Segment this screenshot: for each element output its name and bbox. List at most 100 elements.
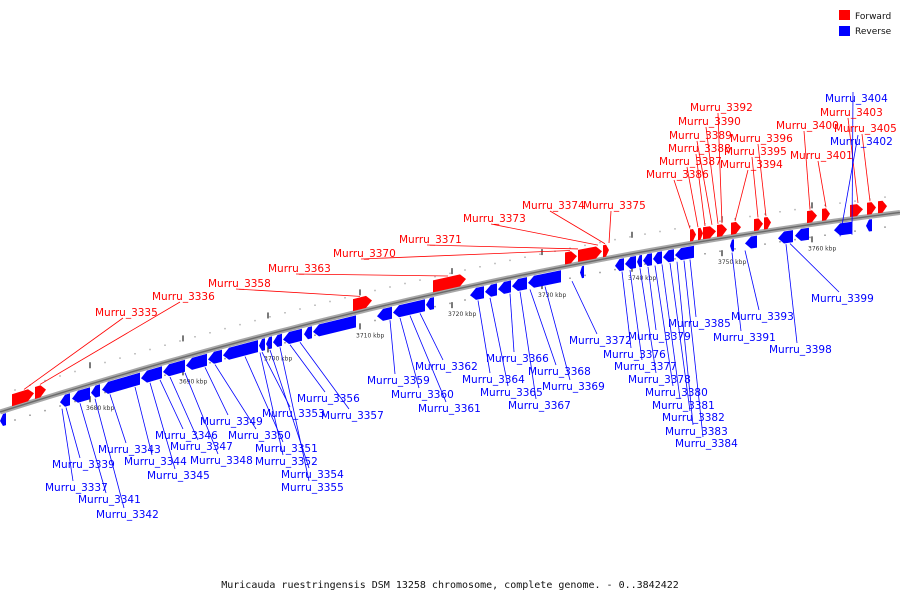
reverse-gene-arrow: [304, 326, 312, 340]
reverse-gene-label: Murru_3355: [281, 482, 344, 494]
reverse-gene-arrow: [266, 336, 272, 350]
legend-forward-label: Forward: [855, 12, 891, 22]
reverse-gene-arrow: [498, 280, 511, 294]
reverse-gene-label: Murru_3346: [155, 430, 218, 442]
reverse-gene-arrow: [625, 256, 636, 269]
reverse-gene-arrow: [223, 340, 258, 360]
reverse-gene-label: Murru_3384: [675, 438, 738, 450]
reverse-gene-label: Murru_3357: [321, 410, 384, 422]
forward-gene-label: Murru_3374: [522, 200, 585, 212]
reverse-gene-arrow: [426, 297, 434, 310]
gene-features: [0, 200, 887, 426]
forward-gene-label: Murru_3373: [463, 213, 526, 225]
forward-gene-label: Murru_3358: [208, 278, 271, 290]
reverse-gene-arrow: [778, 230, 793, 244]
reverse-gene-label: Murru_3352: [255, 456, 318, 468]
reverse-gene-label: Murru_3364: [462, 374, 525, 386]
reverse-gene-label: Murru_3366: [486, 353, 549, 365]
reverse-gene-label: Murru_3385: [668, 318, 731, 330]
ruler-label: 3690 kbp: [179, 378, 207, 385]
forward-gene-label: Murru_3390: [678, 116, 741, 128]
reverse-gene-arrow: [0, 413, 6, 426]
forward-gene-arrow: [731, 221, 741, 235]
reverse-gene-arrow: [866, 219, 872, 232]
reverse-gene-label: Murru_3399: [811, 293, 874, 305]
forward-gene-label: Murru_3387: [659, 156, 722, 168]
legend-reverse-label: Reverse: [855, 27, 892, 37]
forward-gene-arrow: [35, 385, 46, 399]
reverse-gene-label: Murru_3356: [297, 393, 360, 405]
reverse-gene-label: Murru_3402: [830, 136, 893, 148]
forward-gene-arrow: [690, 229, 696, 242]
reverse-gene-label: Murru_3367: [508, 400, 571, 412]
reverse-gene-label: Murru_3393: [731, 311, 794, 323]
forward-gene-arrow: [807, 210, 817, 224]
reverse-gene-arrow: [377, 306, 392, 321]
forward-gene-label: Murru_3389: [669, 130, 732, 142]
reverse-gene-arrow: [512, 277, 527, 291]
forward-gene-label: Murru_3395: [724, 146, 787, 158]
forward-gene-label: Murru_3370: [333, 248, 396, 260]
reverse-gene-arrow: [653, 251, 662, 265]
reverse-gene-label: Murru_3351: [255, 443, 318, 455]
legend-forward-swatch: [839, 10, 850, 20]
reverse-gene-label: Murru_3383: [665, 426, 728, 438]
reverse-gene-label: Murru_3345: [147, 470, 210, 482]
reverse-gene-arrow: [283, 328, 302, 344]
reverse-gene-arrow: [485, 283, 497, 297]
forward-gene-label: Murru_3405: [834, 123, 897, 135]
reverse-gene-arrow: [834, 221, 852, 236]
reverse-gene-arrow: [795, 227, 809, 241]
ruler-label: 3730 kbp: [538, 292, 566, 299]
reverse-gene-arrow: [675, 245, 694, 261]
legend: Forward Reverse: [839, 10, 892, 37]
reverse-gene-arrow: [745, 235, 757, 249]
forward-gene-label: Murru_3401: [790, 150, 853, 162]
reverse-gene-label: Murru_3379: [628, 331, 691, 343]
chromosome-track: [0, 209, 900, 415]
forward-gene-arrow: [717, 224, 727, 237]
reverse-gene-label: Murru_3368: [528, 366, 591, 378]
reverse-gene-arrow: [91, 384, 100, 398]
reverse-gene-arrow: [730, 239, 734, 252]
forward-gene-arrow: [822, 208, 830, 221]
reverse-gene-label: Murru_3361: [418, 403, 481, 415]
reverse-gene-label: Murru_3349: [200, 416, 263, 428]
reverse-gene-label: Murru_3337: [45, 482, 108, 494]
reverse-gene-label: Murru_3348: [190, 455, 253, 467]
ruler-label: 3740 kbp: [628, 275, 656, 282]
reverse-gene-arrow: [393, 299, 425, 318]
reverse-gene-label: Murru_3354: [281, 469, 344, 481]
ruler-label: 3710 kbp: [356, 332, 384, 339]
forward-gene-label: Murru_3396: [730, 133, 793, 145]
reverse-gene-label: Murru_3359: [367, 375, 430, 387]
reverse-gene-label: Murru_3380: [645, 387, 708, 399]
reverse-gene-label: Murru_3391: [713, 332, 776, 344]
reverse-gene-label: Murru_3378: [628, 374, 691, 386]
reverse-gene-arrow: [208, 349, 222, 364]
reverse-gene-label: Murru_3343: [98, 444, 161, 456]
reverse-gene-label: Murru_3369: [542, 381, 605, 393]
forward-gene-arrow: [578, 246, 602, 262]
reverse-gene-label: Murru_3339: [52, 459, 115, 471]
reverse-gene-label: Murru_3404: [825, 93, 888, 105]
ruler-label: 3750 kbp: [718, 259, 746, 266]
forward-gene-label: Murru_3400: [776, 120, 839, 132]
reverse-gene-label: Murru_3372: [569, 335, 632, 347]
reverse-gene-arrow: [643, 253, 652, 266]
forward-gene-label: Murru_3386: [646, 169, 709, 181]
ruler-label: 3680 kbp: [86, 405, 114, 412]
forward-gene-arrow: [698, 227, 703, 241]
forward-gene-label: Murru_3371: [399, 234, 462, 246]
forward-gene-arrow: [764, 217, 771, 230]
forward-gene-arrow: [12, 389, 34, 407]
reverse-gene-arrow: [470, 286, 484, 300]
forward-gene-label: Murru_3403: [820, 107, 883, 119]
reverse-gene-label: Murru_3344: [124, 456, 187, 468]
forward-gene-label: Murru_3394: [720, 159, 783, 171]
forward-gene-label: Murru_3336: [152, 291, 215, 303]
reverse-gene-label: Murru_3365: [480, 387, 543, 399]
reverse-gene-label: Murru_3350: [228, 430, 291, 442]
